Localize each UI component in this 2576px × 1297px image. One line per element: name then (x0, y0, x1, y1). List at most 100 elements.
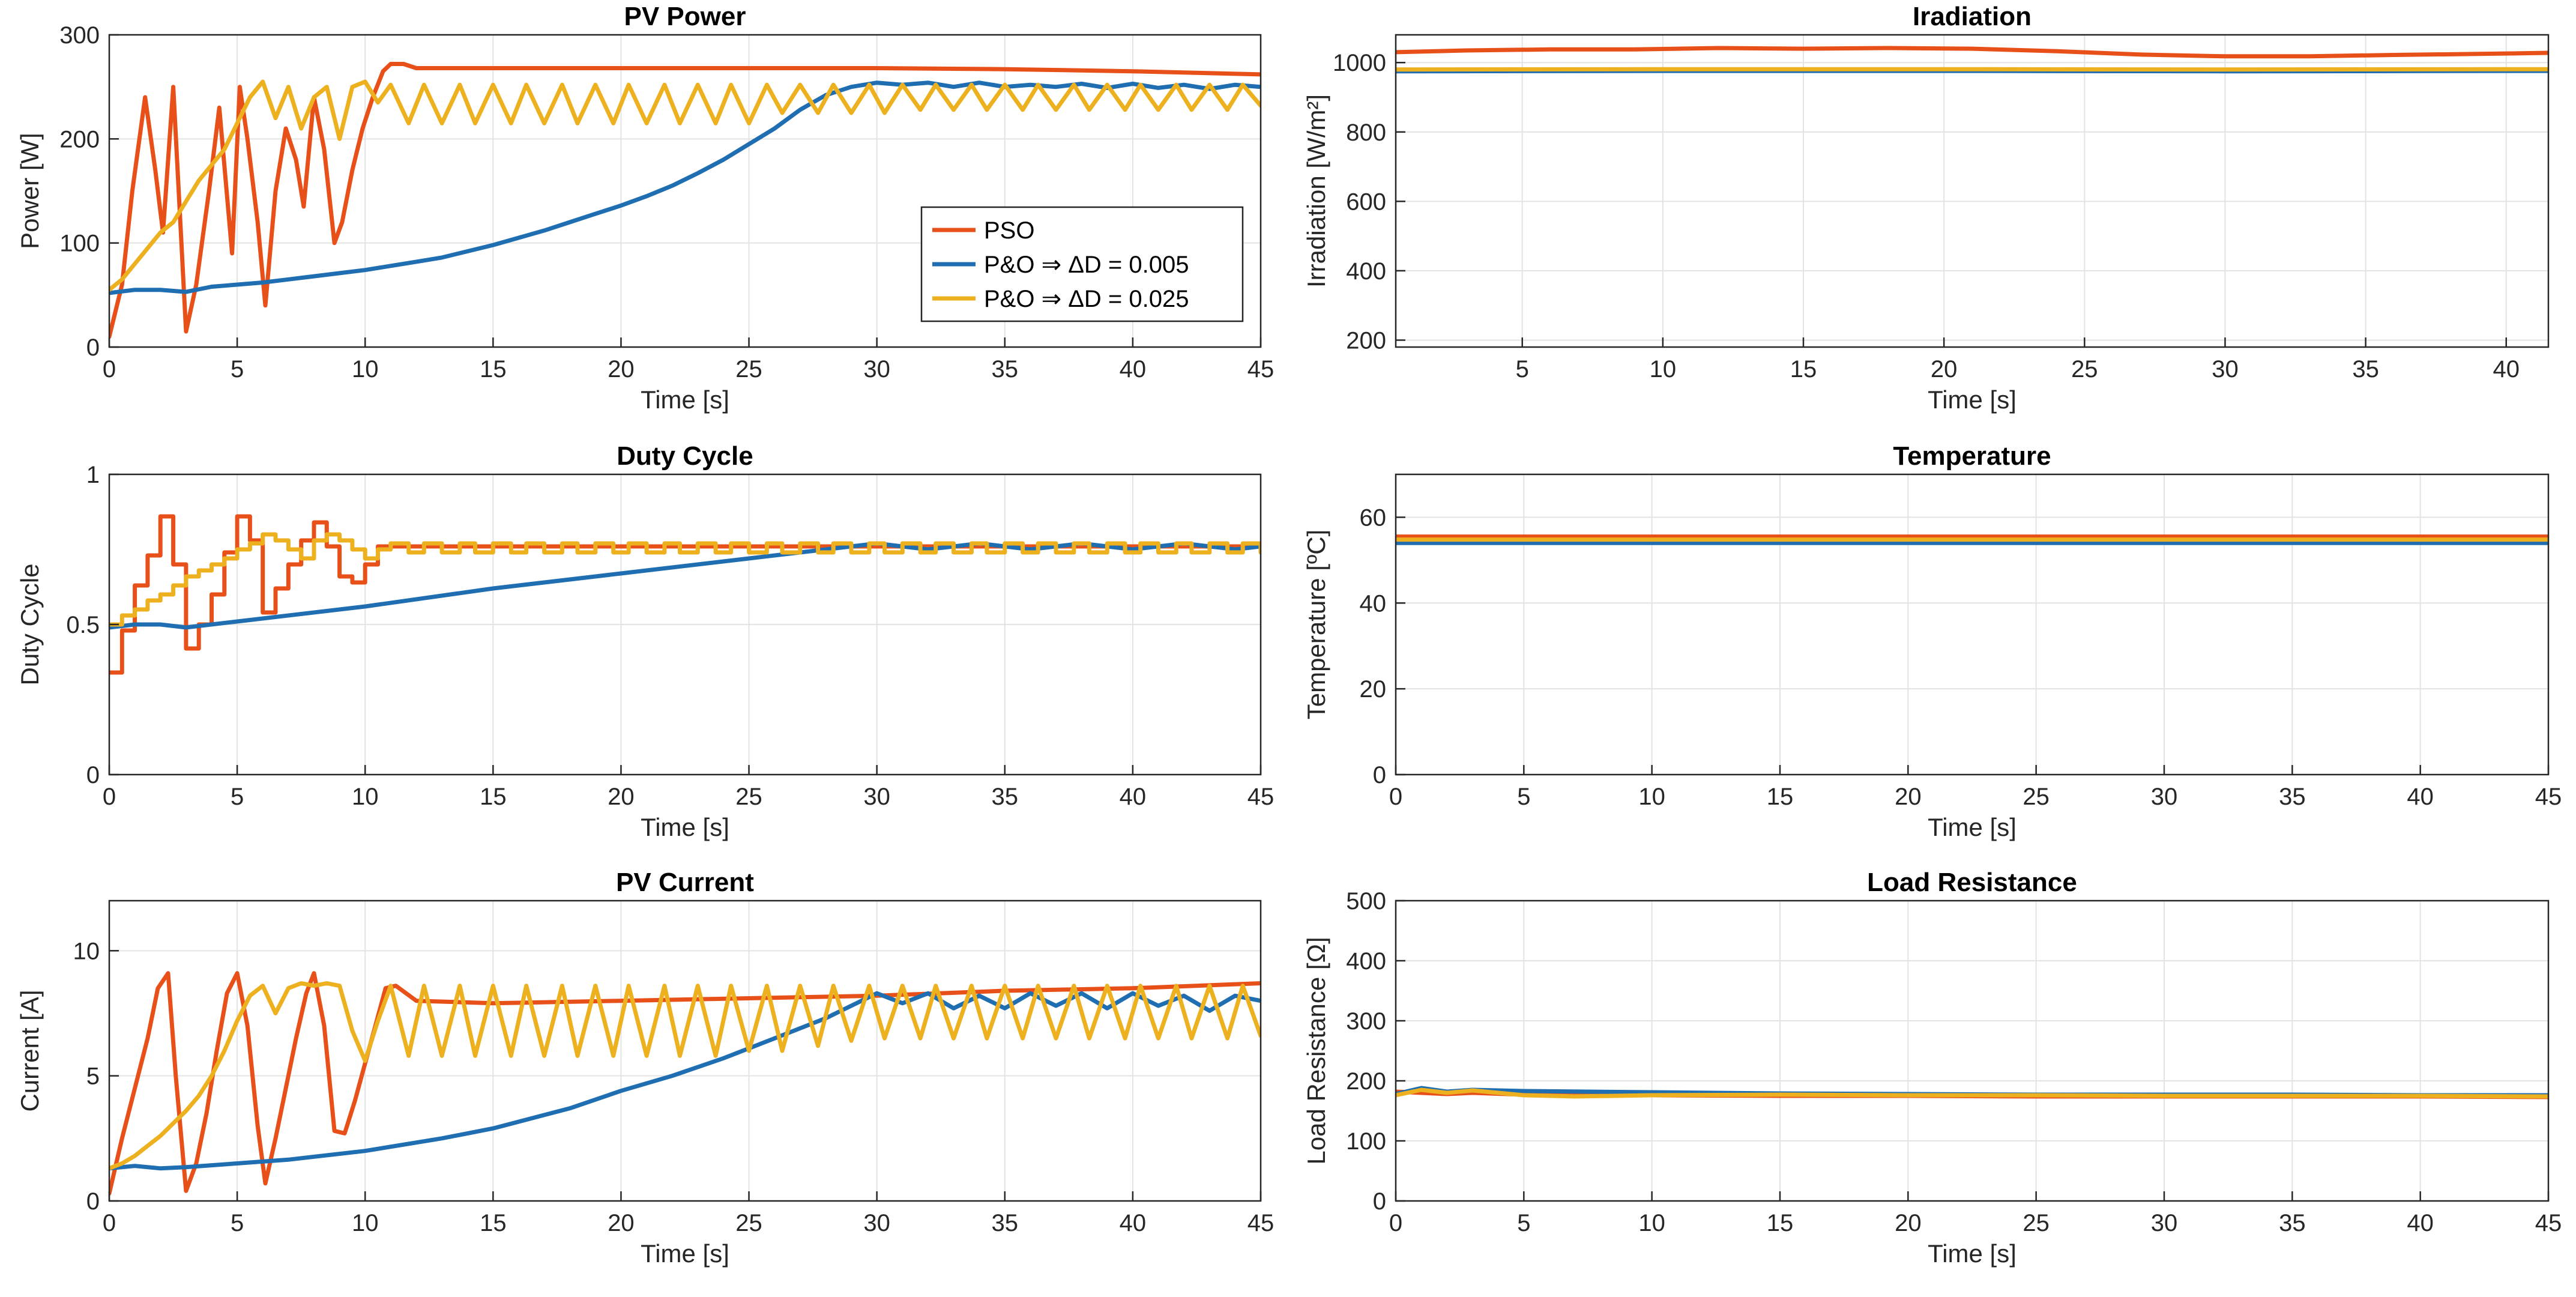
y-tick-label: 60 (1360, 504, 1387, 531)
y-tick-label: 5 (86, 1063, 100, 1090)
y-tick-label: 0 (86, 762, 100, 788)
x-tick-label: 35 (2352, 356, 2379, 382)
x-tick-label: 30 (863, 1210, 890, 1236)
chart-duty-cycle: 0 5 10 15 20 25 30 35 40 45 0 0.5 1 Duty Cycle Time [s… (16, 441, 1274, 841)
x-tick-label: 25 (735, 356, 762, 382)
legend-label-po_005: P&O ⇒ ΔD = 0.005 (984, 252, 1189, 278)
axes-box (108, 899, 1262, 1202)
series-line-po_005 (109, 80, 1261, 295)
series-line-po_025 (1396, 67, 2548, 72)
y-axis-label: Duty Cycle (16, 563, 44, 685)
x-tick-label: 10 (352, 356, 379, 382)
y-tick-label: 20 (1360, 676, 1387, 703)
x-axis-label: Time [s] (641, 813, 729, 841)
x-axis-label: Time [s] (641, 1239, 729, 1268)
x-tick-label: 35 (992, 356, 1019, 382)
x-tick-label: 35 (2279, 784, 2306, 810)
x-tick-label: 20 (1931, 356, 1958, 382)
x-tick-label: 40 (1120, 1210, 1147, 1236)
axes-box (108, 34, 1262, 348)
chart-pv-power: 0 5 10 15 20 25 30 35 40 45 0 100 200 300 PV Power Time… (16, 2, 1274, 414)
x-tick-label: 20 (608, 1210, 635, 1236)
y-axis-label: Irradiation [W/m²] (1302, 94, 1330, 288)
y-tick-label: 300 (59, 22, 100, 49)
y-tick-label: 200 (1346, 1068, 1386, 1095)
x-tick-label: 10 (352, 784, 379, 810)
series-group (109, 971, 1261, 1196)
chart-title: PV Current (616, 868, 754, 897)
x-tick-label: 40 (1120, 784, 1147, 810)
axes-box (1395, 34, 2550, 348)
plot-area (1396, 901, 2548, 1201)
chart-title: Iradiation (1913, 2, 2032, 31)
plot-area (1396, 35, 2548, 347)
chart-load-resistance: 0 5 10 15 20 25 30 35 40 45 0 100 200 300 400 500 Load R… (1302, 868, 2562, 1268)
x-tick-label: 15 (1767, 1210, 1794, 1236)
x-tick-label: 30 (2212, 356, 2239, 382)
x-tick-label: 25 (735, 1210, 762, 1236)
y-tick-label: 1 (86, 462, 100, 488)
chart-title: Duty Cycle (617, 441, 753, 471)
y-axis-label: Power [W] (16, 133, 44, 249)
series-group (1396, 1086, 2548, 1099)
y-tick-label: 200 (1346, 327, 1386, 354)
chart-irradiation: 5 10 15 20 25 30 35 40 200 400 600 800 1000 Iradiatio… (1302, 2, 2550, 414)
x-tick-label: 10 (1638, 1210, 1665, 1236)
x-tick-label: 20 (1895, 784, 1922, 810)
y-tick-label: 10 (73, 938, 100, 964)
axes-box (1395, 899, 2550, 1202)
x-tick-label: 20 (1895, 1210, 1922, 1236)
legend-box (920, 206, 1244, 322)
x-tick-label: 0 (1389, 784, 1402, 810)
x-tick-label: 35 (2279, 1210, 2306, 1236)
series-group (109, 514, 1261, 675)
legend: PSO P&O ⇒ ΔD = 0.005 P&O ⇒ ΔD = 0.025 (920, 206, 1244, 322)
axes-box (1395, 473, 2550, 776)
x-tick-label: 45 (2535, 1210, 2562, 1236)
x-tick-label: 10 (1638, 784, 1665, 810)
x-tick-label: 30 (863, 356, 890, 382)
series-line-pso (109, 62, 1261, 339)
x-tick-label: 45 (1247, 1210, 1274, 1236)
chart-title: PV Power (624, 2, 746, 31)
series-line-po_025 (109, 981, 1261, 1171)
x-tick-label: 30 (2151, 784, 2178, 810)
series-line-po_025 (1396, 1087, 2548, 1099)
series-line-pso (1396, 46, 2548, 59)
chart-pv-current: 0 5 10 15 20 25 30 35 40 45 0 5 10 PV Current Time [s]… (16, 868, 1274, 1268)
x-tick-label: 20 (608, 356, 635, 382)
series-group (1396, 46, 2548, 74)
y-axis-label: Temperature [ºC] (1302, 530, 1330, 719)
series-group (109, 62, 1261, 339)
x-tick-label: 40 (1120, 356, 1147, 382)
x-tick-label: 0 (103, 356, 116, 382)
y-tick-label: 500 (1346, 888, 1386, 915)
x-tick-label: 15 (480, 1210, 507, 1236)
x-axis-label: Time [s] (1928, 813, 2016, 841)
x-tick-label: 25 (735, 784, 762, 810)
x-tick-label: 0 (1389, 1210, 1402, 1236)
y-tick-label: 0 (1373, 1188, 1386, 1215)
y-tick-label: 0 (86, 1188, 100, 1215)
x-tick-label: 5 (231, 784, 244, 810)
x-tick-label: 30 (863, 784, 890, 810)
x-tick-label: 20 (608, 784, 635, 810)
x-tick-label: 30 (2151, 1210, 2178, 1236)
x-tick-label: 15 (1790, 356, 1817, 382)
legend-label-po_025: P&O ⇒ ΔD = 0.025 (984, 286, 1189, 312)
y-tick-label: 1000 (1333, 50, 1386, 76)
x-axis-label: Time [s] (1928, 385, 2016, 414)
chart-title: Load Resistance (1867, 868, 2077, 897)
y-tick-label: 40 (1360, 590, 1387, 617)
x-tick-label: 40 (2493, 356, 2520, 382)
series-line-pso (109, 514, 1261, 675)
x-tick-label: 45 (1247, 356, 1274, 382)
x-tick-label: 5 (1516, 356, 1529, 382)
x-tick-label: 25 (2071, 356, 2098, 382)
x-tick-label: 10 (1650, 356, 1677, 382)
x-tick-label: 40 (2407, 1210, 2434, 1236)
x-tick-label: 5 (231, 356, 244, 382)
x-tick-label: 5 (1517, 784, 1530, 810)
x-tick-label: 40 (2407, 784, 2434, 810)
